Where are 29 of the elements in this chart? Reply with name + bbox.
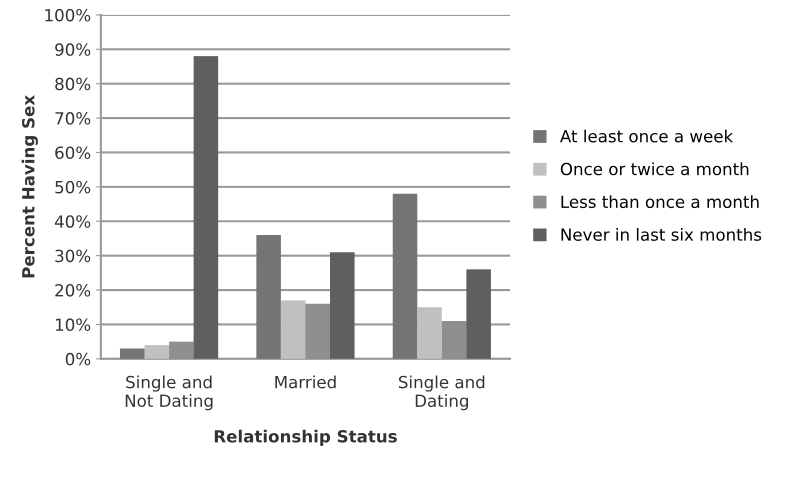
bar — [330, 252, 355, 359]
legend-label: Less than once a month — [562, 195, 759, 208]
bar — [120, 348, 145, 359]
y-tick-label: 40% — [54, 215, 90, 228]
legend-label: Never in last six months — [562, 228, 762, 241]
y-tick-label: 60% — [55, 146, 90, 160]
y-tick-label: 20% — [55, 284, 90, 297]
legend-label: At least once a week — [560, 130, 734, 143]
bar — [280, 300, 306, 359]
y-tick-label: 50% — [55, 180, 90, 194]
x-tick-label: Single and Not Dating — [126, 375, 212, 410]
x-tick-label: Married — [275, 375, 336, 388]
y-tick-label: 80% — [55, 78, 90, 90]
bar — [144, 345, 170, 359]
x-axis-title: Relationship Status — [214, 430, 397, 446]
y-tick-label: 90% — [55, 43, 90, 56]
y-tick-label: 30% — [55, 250, 90, 262]
y-tick-label: 0% — [66, 352, 90, 366]
y-axis-title: Percent Having Sex — [22, 95, 38, 278]
bar — [256, 235, 281, 359]
bar — [392, 194, 418, 359]
y-tick-label: 70% — [55, 112, 90, 125]
y-tick-label: 100% — [45, 8, 90, 22]
legend-label: Once or twice a month — [560, 162, 748, 176]
y-tick-label: 10% — [56, 318, 90, 332]
bar — [466, 269, 491, 359]
bar — [194, 56, 218, 359]
x-tick-label: Single and Dating — [398, 375, 484, 410]
bar — [417, 307, 442, 359]
